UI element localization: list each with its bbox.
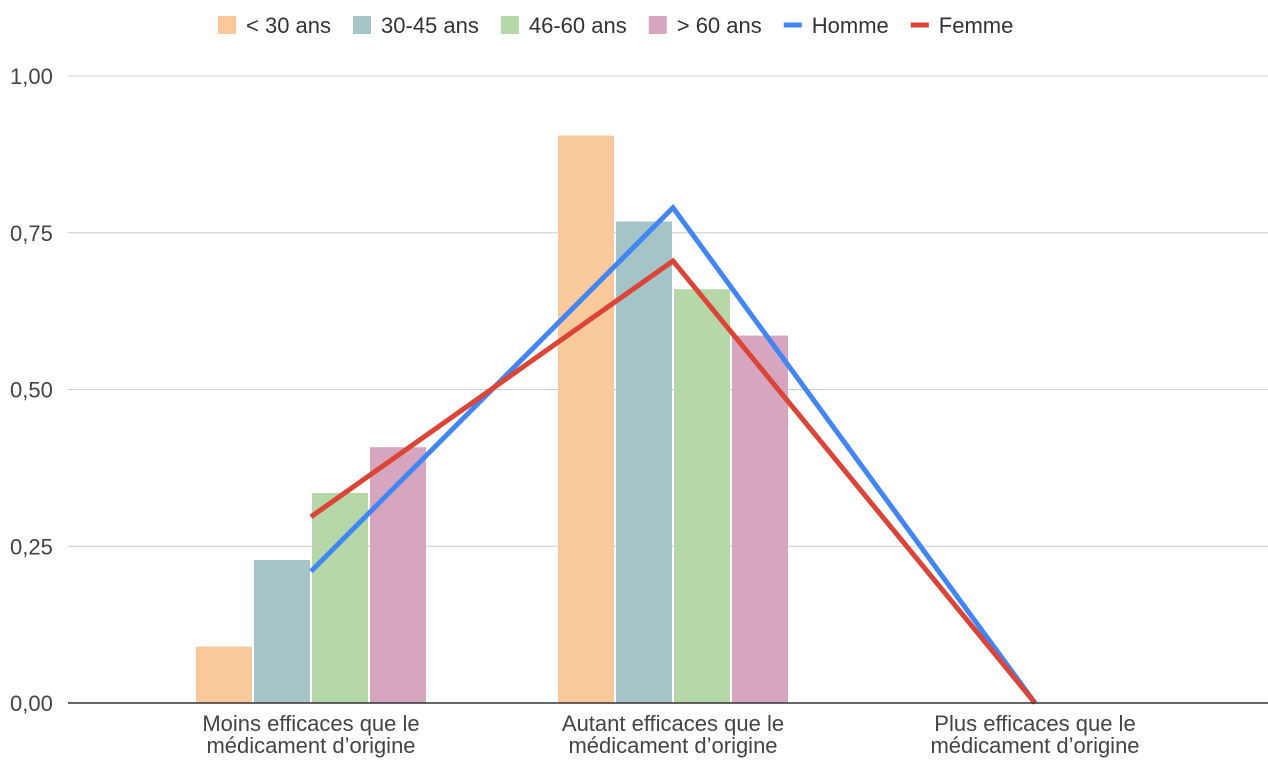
legend: < 30 ans 30-45 ans 46-60 ans > 60 ans Homme F…	[218, 13, 1013, 38]
legend-swatch	[783, 22, 802, 28]
x-category-label: médicament d’origine	[930, 733, 1139, 758]
legend-swatch	[648, 16, 667, 34]
y-tick-label: 1,00	[10, 64, 53, 89]
bar	[370, 447, 426, 703]
legend-item: 30-45 ans	[353, 13, 479, 38]
legend-label: 30-45 ans	[381, 13, 479, 38]
y-tick-label: 0,25	[10, 534, 53, 559]
legend-label: Femme	[939, 13, 1014, 38]
y-axis-tick-labels: 0,00 0,25 0,50 0,75 1,00	[10, 64, 53, 716]
series-line	[309, 203, 1038, 705]
x-category-label: médicament d’origine	[206, 733, 415, 758]
legend-item: < 30 ans	[218, 13, 331, 38]
x-category-label: Plus efficaces que le	[934, 711, 1135, 736]
legend-swatch	[353, 16, 372, 34]
legend-swatch	[500, 16, 519, 34]
bar	[312, 492, 368, 703]
legend-label: 46-60 ans	[529, 13, 627, 38]
series-line	[309, 257, 1037, 705]
legend-label: Homme	[812, 13, 889, 38]
legend-item: 46-60 ans	[500, 13, 627, 38]
x-category-label: Moins efficaces que le	[202, 711, 419, 736]
legend-item: Homme	[783, 13, 889, 38]
legend-swatch	[218, 16, 236, 34]
x-category-label: médicament d’origine	[568, 733, 777, 758]
bar	[196, 646, 252, 703]
bar	[558, 135, 614, 703]
bar	[674, 289, 730, 703]
legend-swatch	[910, 22, 929, 28]
legend-item: > 60 ans	[648, 13, 762, 38]
legend-item: Femme	[910, 13, 1014, 38]
bars	[196, 135, 788, 704]
legend-label: < 30 ans	[246, 13, 331, 38]
y-tick-label: 0,00	[10, 691, 53, 716]
bar	[616, 221, 672, 704]
y-tick-label: 0,75	[10, 221, 53, 246]
legend-label: > 60 ans	[677, 13, 762, 38]
y-tick-label: 0,50	[10, 378, 53, 403]
lines	[309, 203, 1038, 705]
bar	[732, 335, 788, 703]
bar	[254, 560, 310, 703]
x-category-label: Autant efficaces que le	[562, 711, 784, 736]
